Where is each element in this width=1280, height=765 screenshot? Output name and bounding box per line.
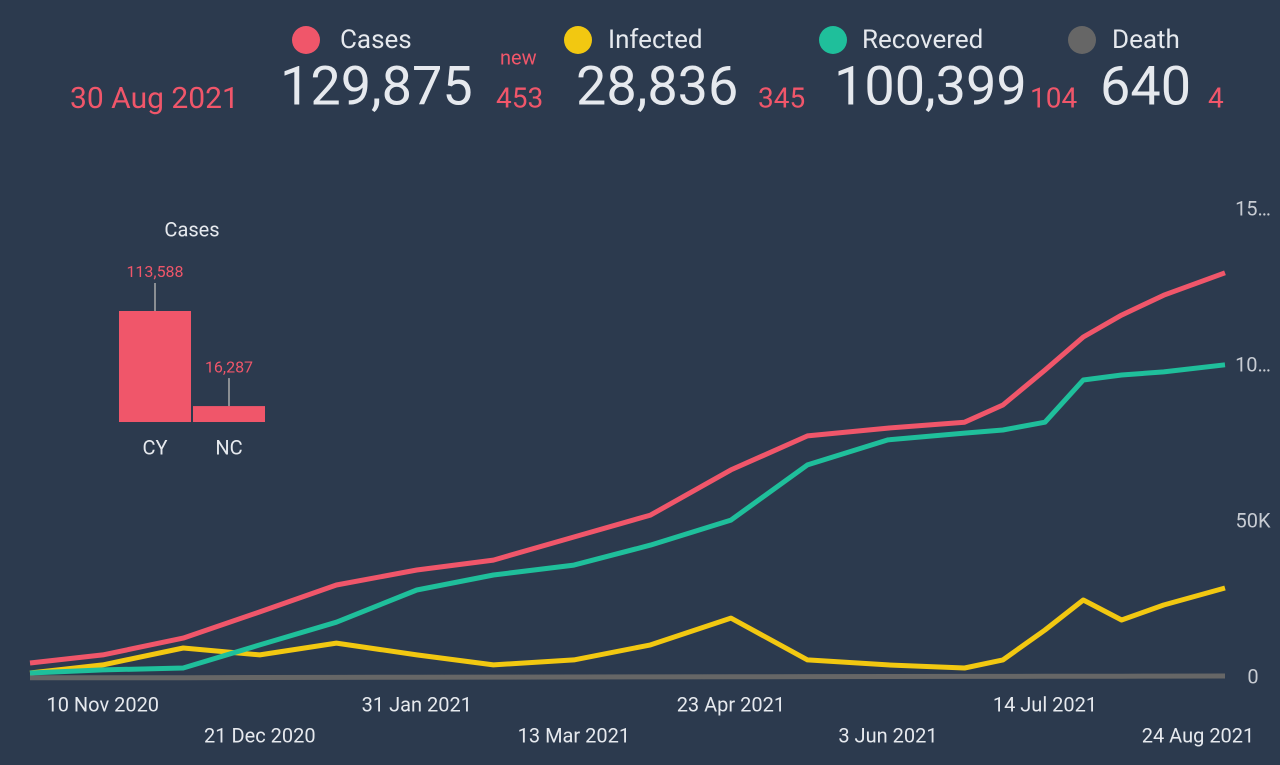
stat-total: 129,875	[280, 55, 473, 118]
legend-label: Death	[1112, 25, 1180, 55]
series-line	[29, 585, 1226, 676]
bar	[119, 311, 191, 422]
category-label: NC	[215, 435, 242, 459]
legend-label: Recovered	[862, 25, 983, 55]
y-tick-label: 50K	[1235, 508, 1270, 532]
stat-new: 453	[496, 81, 543, 114]
y-tick-label: 15…	[1235, 196, 1271, 220]
x-tick-label: 23 Apr 2021	[677, 692, 785, 716]
x-tick-label: 14 Jul 2021	[993, 692, 1097, 716]
x-tick-label: 24 Aug 2021	[1142, 723, 1255, 747]
x-tick-label: 13 Mar 2021	[518, 723, 630, 747]
stat-new: 345	[758, 81, 805, 114]
stat-total: 100,399	[834, 55, 1027, 118]
value-label: 113,588	[126, 262, 183, 281]
y-tick-label: 0	[1247, 664, 1258, 688]
legend-dot	[292, 26, 320, 54]
series-line	[30, 673, 1226, 681]
legend-dot	[564, 26, 592, 54]
x-tick-label: 21 Dec 2020	[204, 723, 316, 747]
stat-total: 640	[1100, 55, 1191, 118]
legend-dot	[819, 26, 847, 54]
legend-label: Infected	[608, 25, 703, 55]
category-label: CY	[142, 435, 167, 459]
x-tick-label: 31 Jan 2021	[362, 692, 472, 716]
bar-title: Cases	[164, 217, 219, 241]
y-tick-label: 10…	[1235, 352, 1271, 376]
new-label: new	[500, 45, 537, 69]
x-tick-label: 3 Jun 2021	[838, 723, 937, 747]
date: 30 Aug 2021	[70, 81, 239, 116]
stat-total: 28,836	[576, 55, 738, 118]
stat-new: 4	[1208, 81, 1224, 114]
series-line	[29, 270, 1226, 666]
value-label: 16,287	[205, 357, 253, 376]
bar	[193, 406, 265, 422]
legend-dot	[1068, 26, 1096, 54]
x-tick-label: 10 Nov 2020	[46, 692, 159, 716]
series-line	[29, 362, 1226, 676]
legend-label: Cases	[340, 25, 412, 55]
stat-new: 104	[1030, 81, 1077, 114]
